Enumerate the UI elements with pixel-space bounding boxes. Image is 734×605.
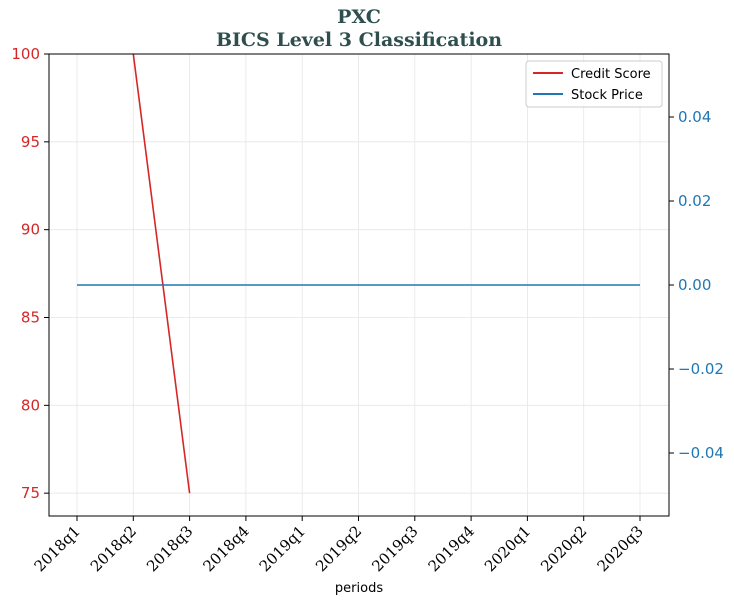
x-tick-label: 2018q4: [199, 522, 252, 575]
chart-subtitle: BICS Level 3 Classification: [216, 29, 502, 51]
series-line-credit-score: [132, 53, 191, 494]
x-tick-label: 2019q1: [256, 522, 309, 575]
chart-title: PXC: [337, 6, 381, 28]
legend-label-stock-price: Stock Price: [571, 88, 643, 103]
x-tick-label: 2020q3: [594, 522, 647, 575]
x-axis: 2018q1 2018q2 2018q3 2018q4 2019q1 2019q2 2019…: [31, 516, 647, 575]
x-tick-label: 2018q3: [143, 522, 196, 575]
x-axis-label: periods: [335, 581, 383, 596]
x-tick-label: 2018q1: [31, 522, 84, 575]
right-tick-label: −0.04: [678, 444, 724, 462]
right-tick-label: 0.04: [678, 108, 711, 126]
x-tick-label: 2020q2: [537, 522, 590, 575]
right-tick-label: −0.02: [678, 360, 724, 378]
right-tick-label: 0.02: [678, 192, 711, 210]
x-tick-label: 2019q3: [368, 522, 421, 575]
left-tick-label: 95: [21, 133, 40, 151]
left-tick-label: 100: [11, 45, 40, 63]
x-tick-label: 2019q2: [312, 522, 365, 575]
left-tick-label: 85: [21, 308, 40, 326]
x-tick-label: 2018q2: [87, 522, 140, 575]
right-tick-label: 0.00: [678, 276, 711, 294]
left-tick-label: 75: [21, 484, 40, 502]
x-tick-label: 2019q4: [425, 522, 478, 575]
plot-series: [77, 53, 640, 494]
legend: Credit Score Stock Price: [525, 60, 663, 108]
right-axis: −0.04 −0.02 0.00 0.02 0.04: [669, 108, 724, 462]
x-tick-label: 2020q1: [481, 522, 534, 575]
left-tick-label: 80: [21, 396, 40, 414]
left-axis: 75 80 85 90 95 100: [11, 45, 49, 502]
left-tick-label: 90: [21, 221, 40, 239]
legend-label-credit-score: Credit Score: [571, 67, 651, 82]
